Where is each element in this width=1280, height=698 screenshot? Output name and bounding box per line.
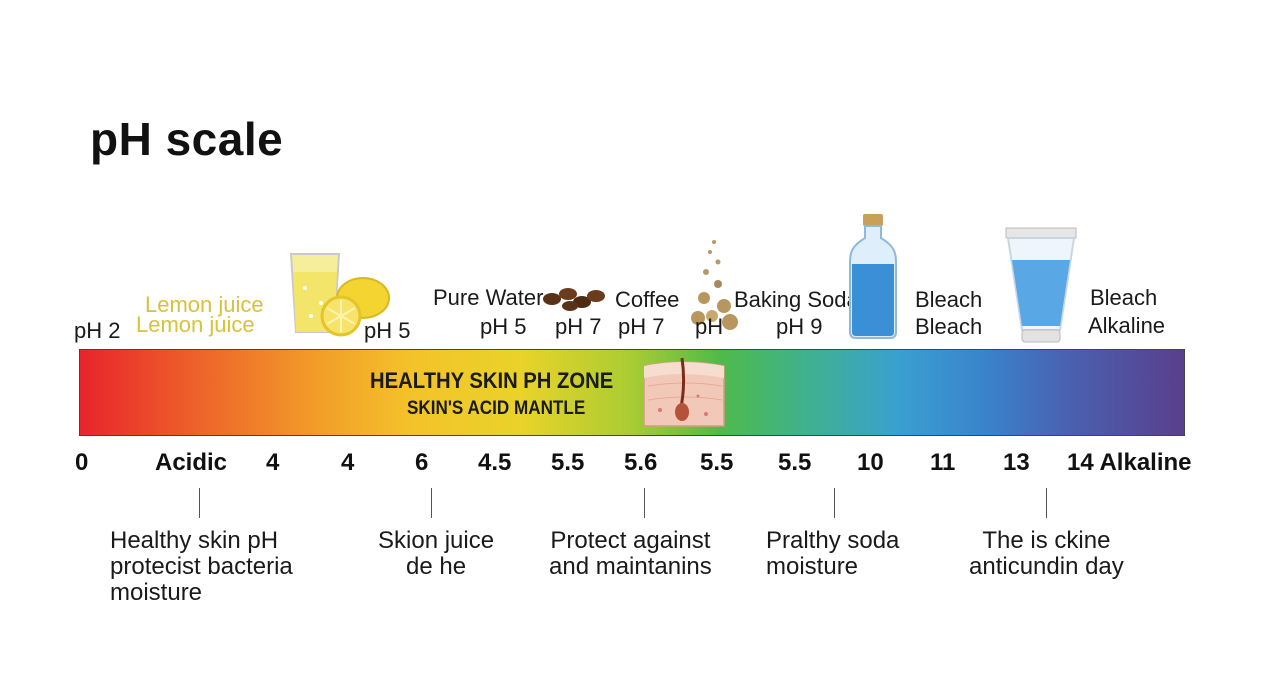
powder-icon: [691, 240, 738, 330]
water-bottle-icon: [849, 214, 897, 339]
zone-title: HEALTHY SKIN PH ZONE: [370, 368, 614, 393]
coffee-beans-icon: [543, 288, 605, 311]
note-skion-juice: Skion juice de he: [378, 527, 495, 580]
label-ph2: pH 2: [74, 318, 121, 343]
label-bleach-1b: Bleach: [915, 314, 983, 339]
leader-line: [834, 488, 835, 518]
note-pralthy-soda: Pralthy soda moisture: [766, 527, 900, 580]
label-ph7-coffee: pH 7: [555, 314, 602, 339]
cream-tube-icon: [1005, 227, 1077, 343]
lemon-juice-glass-icon: [289, 253, 390, 337]
tick-label: 5.6: [624, 449, 658, 476]
tick-label: 4.5: [478, 449, 512, 476]
tick-label: 5.5: [778, 449, 812, 476]
tick-label: 5.5: [700, 449, 734, 476]
leader-line: [644, 488, 645, 518]
lemon-icon: [320, 277, 390, 337]
leader-line: [199, 488, 200, 518]
skin-cross-section-icon: [643, 357, 725, 427]
note-the-is-ckine: The is ckine anticundin day: [969, 527, 1124, 580]
tick-label: 5.5: [551, 449, 585, 476]
label-ph: pH: [695, 314, 724, 339]
tick-label: 14 Alkaline: [1067, 449, 1192, 476]
label-bleach-2: Bleach: [1090, 285, 1158, 310]
label-coffee: Coffee: [615, 287, 680, 312]
note-healthy-skin: Healthy skin pH protecist bacteria moist…: [110, 527, 293, 606]
label-baking-soda: Baking Soda: [734, 287, 859, 312]
label-pure-water: Pure Water: [433, 285, 544, 310]
tick-label: 4: [341, 449, 355, 476]
label-ph9: pH 9: [776, 314, 823, 339]
note-protect-against: Protect against and maintanins: [549, 527, 712, 580]
leader-line: [1046, 488, 1047, 518]
label-lemon-juice: Lemon juice: [145, 292, 264, 317]
label-ph5-lemon: pH 5: [364, 318, 411, 343]
label-alkaline-top: Alkaline: [1088, 313, 1166, 338]
ph-gradient-bar: [79, 349, 1185, 436]
zone-subtitle: SKIN'S ACID MANTLE: [407, 398, 586, 419]
tick-label: 10: [857, 449, 884, 476]
tick-label: Acidic: [155, 449, 228, 476]
label-lemon-juice-2: Lemon juice: [136, 312, 255, 337]
tick-label: 0: [75, 449, 89, 476]
tick-label: 4: [266, 449, 280, 476]
tick-label: 6: [415, 449, 429, 476]
page-title: pH scale: [90, 113, 284, 165]
label-bleach-1: Bleach: [915, 287, 983, 312]
tick-label: 11: [930, 449, 956, 476]
tick-label: 13: [1003, 449, 1030, 476]
leader-line: [431, 488, 432, 518]
label-ph7: pH 7: [618, 314, 665, 339]
label-ph5-water: pH 5: [480, 314, 527, 339]
